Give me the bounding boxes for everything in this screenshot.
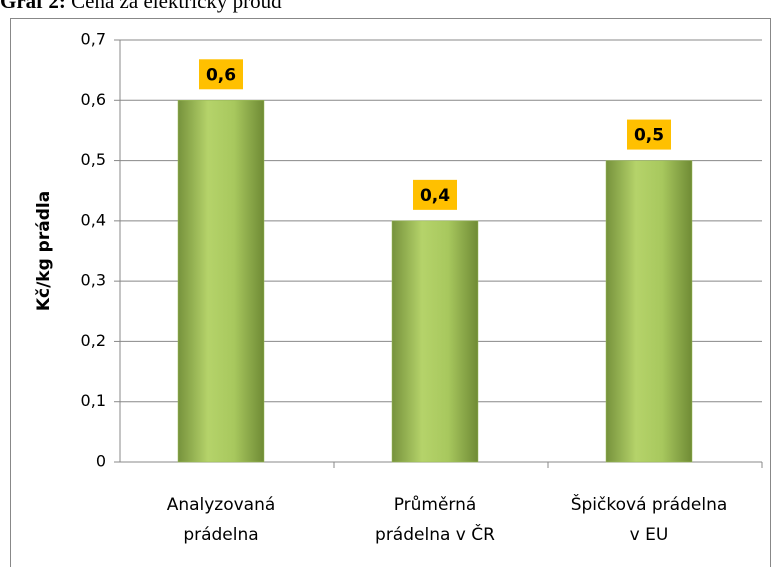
x-tick-label-line: prádelna <box>183 525 258 545</box>
x-tick-label: Špičková prádelna v EU <box>571 493 728 545</box>
y-tick-label: 0,2 <box>81 331 106 350</box>
data-label-box <box>199 59 243 90</box>
chart-title: Graf 2: Cena za elektrický proud <box>0 0 282 13</box>
chart-frame <box>10 18 771 567</box>
x-tick-label-line: prádelna v ČR <box>375 523 495 545</box>
data-label: 0,4 <box>420 186 450 206</box>
bar <box>391 220 479 463</box>
data-label-box <box>413 179 457 210</box>
data-label: 0,5 <box>634 126 664 146</box>
title-text: Cena za elektrický proud <box>71 0 282 13</box>
y-tick-label: 0,6 <box>81 90 106 109</box>
y-tick-label: 0,1 <box>81 391 106 410</box>
y-tick-label: 0,3 <box>81 271 106 290</box>
x-tick-label-line: v EU <box>630 525 669 545</box>
x-tick-label: Průměrná prádelna v ČR <box>375 495 495 545</box>
y-tick-label: 0,5 <box>81 150 106 169</box>
x-tick-label: Analyzovaná prádelna <box>167 495 276 545</box>
bar <box>605 160 693 463</box>
data-label-box <box>627 119 671 150</box>
x-tick-label-line: Průměrná <box>394 495 477 515</box>
y-tick-label: 0,4 <box>81 210 106 229</box>
y-tick-label: 0 <box>96 452 106 471</box>
bar <box>177 100 265 463</box>
y-axis-label: Kč/kg prádla <box>34 191 54 311</box>
x-tick-label-line: Analyzovaná <box>167 495 276 515</box>
x-tick-label-line: Špičková prádelna <box>571 493 728 515</box>
data-label: 0,6 <box>206 65 236 85</box>
title-label: Graf 2: <box>0 0 66 13</box>
y-tick-label: 0,7 <box>81 30 106 49</box>
